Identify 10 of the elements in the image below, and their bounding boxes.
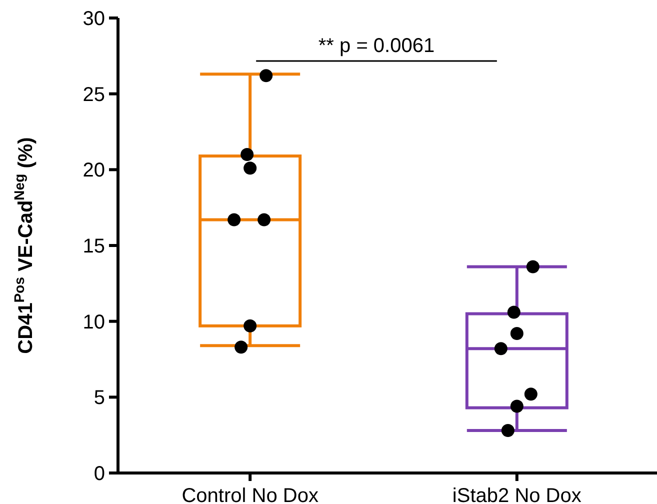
y-tick-label: 25 <box>82 84 105 106</box>
y-tick-label: 15 <box>82 236 105 258</box>
x-tick-label: iStab2 No Dox <box>452 485 582 504</box>
annotation: ** p = 0.0061 <box>318 35 435 57</box>
y-tick-label: 30 <box>82 8 105 30</box>
y-tick-label: 5 <box>94 387 105 410</box>
y-tick-label: 0 <box>94 463 105 485</box>
x-tick-label: Control No Dox <box>182 485 318 504</box>
y-tick-label: 10 <box>82 311 105 334</box>
y-tick-label: 20 <box>82 160 105 182</box>
